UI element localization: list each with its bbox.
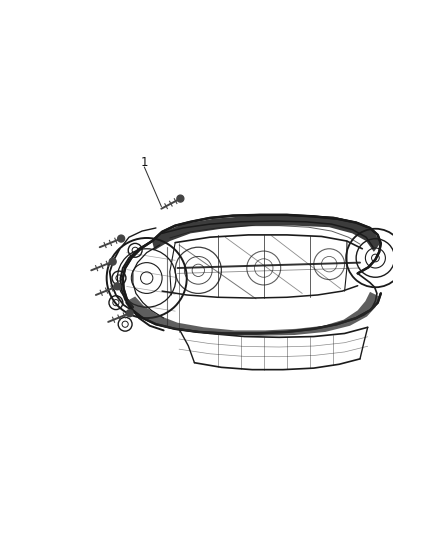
Polygon shape — [127, 292, 379, 336]
Circle shape — [177, 195, 184, 202]
Circle shape — [118, 235, 125, 242]
Circle shape — [109, 258, 116, 265]
Circle shape — [126, 310, 133, 317]
Circle shape — [114, 283, 121, 290]
Polygon shape — [152, 215, 381, 252]
Text: 1: 1 — [141, 156, 148, 169]
